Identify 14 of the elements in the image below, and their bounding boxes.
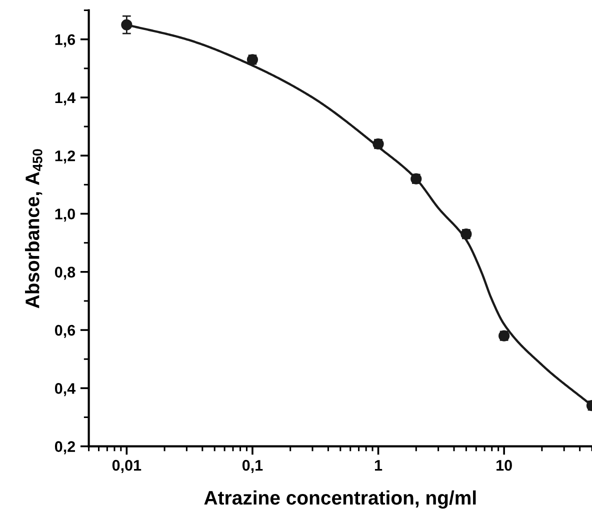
y-tick-label: 1,4 [55,92,76,106]
y-tick-label: 0,4 [54,383,76,396]
y-tick-label: 1,0 [55,208,75,222]
x-tick-label: 0,1 [242,460,263,473]
x-tick-label: 10 [496,460,512,471]
x-tick-label: 0,01 [112,460,142,473]
y-tick-label: 0,8 [54,266,76,280]
y-tick-label: 0,6 [54,324,76,338]
y-axis-title: Absorbance, A$_{450}$ [25,149,42,308]
x-axis-title: Atrazine concentration, ng/ml [204,490,476,509]
y-tick-label: 1,6 [55,34,76,48]
x-tick-label: 1 [374,460,382,471]
y-tick-label: 0,2 [54,441,75,454]
y-tick-label: 1,2 [55,150,75,164]
